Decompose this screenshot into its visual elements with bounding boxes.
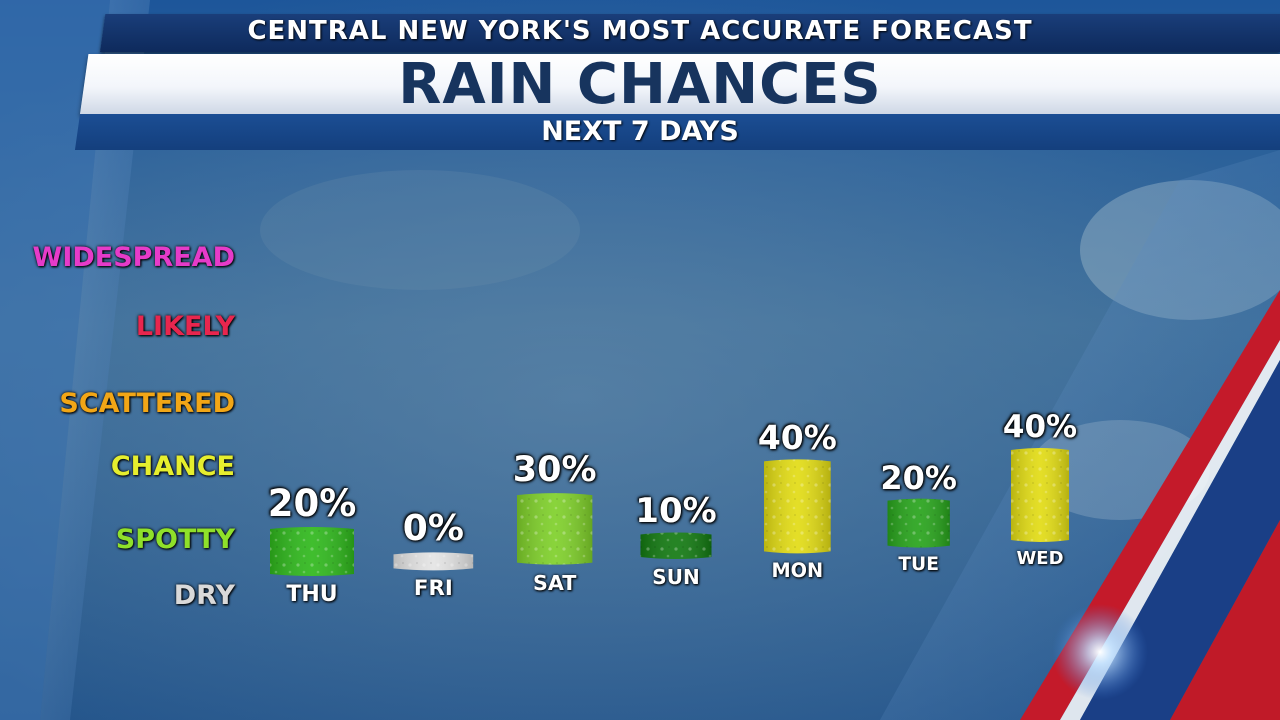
value-label-tue: 20% — [880, 458, 957, 497]
level-label-dry: DRY — [173, 580, 235, 611]
tagline-text: CENTRAL NEW YORK'S MOST ACCURATE FORECAS… — [247, 16, 1033, 46]
level-label-widespread: WIDESPREAD — [32, 242, 235, 273]
day-label-sun: SUN — [652, 565, 700, 589]
bar-texture-fri — [393, 552, 474, 571]
value-label-sat: 30% — [512, 450, 597, 491]
level-label-chance: CHANCE — [110, 451, 235, 482]
day-label-sat: SAT — [532, 570, 577, 595]
value-label-fri: 0% — [402, 508, 464, 550]
bar-texture-tue — [887, 498, 950, 548]
value-label-wed: 40% — [1002, 409, 1078, 445]
bar-texture-thu — [270, 527, 354, 576]
day-label-thu: THU — [286, 582, 338, 607]
bar-texture-wed — [1011, 448, 1069, 542]
day-label-tue: TUE — [898, 553, 939, 575]
value-label-mon: 40% — [757, 418, 837, 458]
page-title: RAIN CHANCES — [398, 52, 882, 117]
level-label-spotty: SPOTTY — [115, 524, 235, 555]
value-label-sun: 10% — [635, 490, 717, 531]
level-label-scattered: SCATTERED — [59, 388, 235, 419]
day-label-mon: MON — [771, 559, 824, 583]
bar-texture-sat — [517, 493, 593, 565]
value-label-thu: 20% — [267, 482, 357, 525]
bar-texture-sun — [640, 532, 712, 559]
bar-texture-mon — [764, 459, 831, 554]
page-subtitle: NEXT 7 DAYS — [541, 116, 739, 147]
day-label-fri: FRI — [413, 576, 453, 602]
day-label-wed: WED — [1016, 548, 1064, 569]
level-label-likely: LIKELY — [135, 311, 235, 342]
